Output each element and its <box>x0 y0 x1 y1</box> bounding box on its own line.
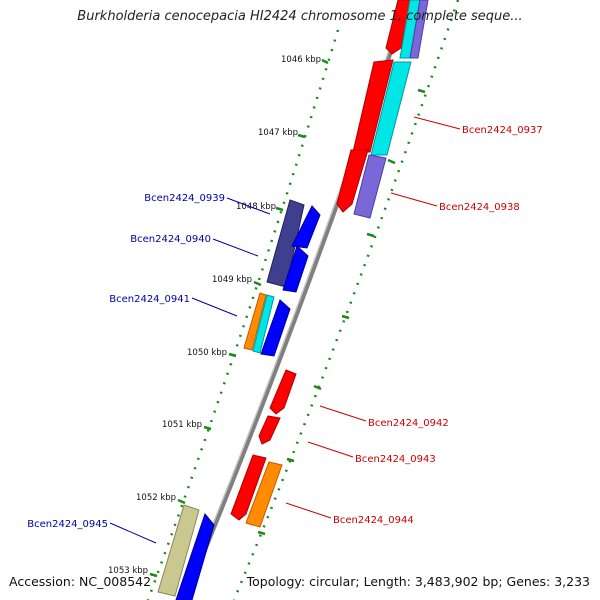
tick-label: 1049 kbp <box>212 275 252 285</box>
gene-bcen2424-0941-orange[interactable] <box>243 292 267 351</box>
gene-bcen2424-0938-red[interactable] <box>336 149 369 213</box>
outer-major-ticks <box>257 88 426 536</box>
tick-label: 1047 kbp <box>258 128 298 138</box>
map-title: Burkholderia cenocepacia HI2424 chromoso… <box>77 9 523 24</box>
tick-label: 1050 kbp <box>187 348 227 358</box>
gene-label[interactable]: Bcen2424_0942 <box>368 418 449 429</box>
gene-bcen2424-0944-red[interactable] <box>230 454 267 521</box>
tick-label: 1051 kbp <box>162 420 202 430</box>
gene-label[interactable]: Bcen2424_0939 <box>144 193 225 204</box>
gene-bcen2424-0938-lavender[interactable] <box>353 154 387 219</box>
gene-label[interactable]: Bcen2424_0938 <box>439 202 520 213</box>
topology-summary: Topology: circular; Length: 3,483,902 bp… <box>246 574 590 589</box>
gene-bcen2424-0944-orange[interactable] <box>245 461 283 528</box>
tick-labels: 1046 kbp 1047 kbp 1048 kbp 1049 kbp 1050… <box>108 55 321 576</box>
reverse-gene-labels: Bcen2424_0939 Bcen2424_0940 Bcen2424_094… <box>27 193 225 530</box>
gene-bcen2424-0941-blue[interactable] <box>260 299 291 357</box>
gene-label[interactable]: Bcen2424_0937 <box>462 125 543 136</box>
gene-bcen2424-0940-blue[interactable] <box>282 245 309 293</box>
gene-bcen2424-0941-cyan[interactable] <box>252 294 275 354</box>
tick-label: 1053 kbp <box>108 566 148 576</box>
gene-label[interactable]: Bcen2424_0945 <box>27 519 108 530</box>
accession-text: Accession: NC_008542 <box>9 574 152 589</box>
tick-label: 1046 kbp <box>281 55 321 65</box>
gene-bcen2424-0942[interactable] <box>269 369 297 415</box>
gene-bcen2424-0945-blue[interactable] <box>175 512 215 600</box>
gene-bcen2424-0943[interactable] <box>258 415 281 445</box>
gene-label[interactable]: Bcen2424_0941 <box>109 294 190 305</box>
gene-arrow-top-lavender[interactable] <box>409 0 429 59</box>
gene-bcen2424-0937-red[interactable] <box>352 59 394 153</box>
gene-bcen2424-0945-khaki[interactable] <box>157 504 200 597</box>
forward-gene-labels: Bcen2424_0937 Bcen2424_0938 Bcen2424_094… <box>333 125 543 526</box>
gene-arrow-top-red[interactable] <box>385 0 413 55</box>
major-ticks <box>149 58 329 578</box>
tick-label: 1052 kbp <box>136 493 176 503</box>
gene-label[interactable]: Bcen2424_0940 <box>130 234 211 245</box>
gene-label[interactable]: Bcen2424_0944 <box>333 515 414 526</box>
gene-label[interactable]: Bcen2424_0943 <box>355 454 436 465</box>
tick-label: 1048 kbp <box>236 202 276 212</box>
gene-bcen2424-0939-blue[interactable] <box>291 205 321 249</box>
gene-bcen2424-0937-cyan[interactable] <box>370 61 412 156</box>
label-leaders <box>109 116 461 544</box>
inner-tick-ruler <box>146 29 340 600</box>
